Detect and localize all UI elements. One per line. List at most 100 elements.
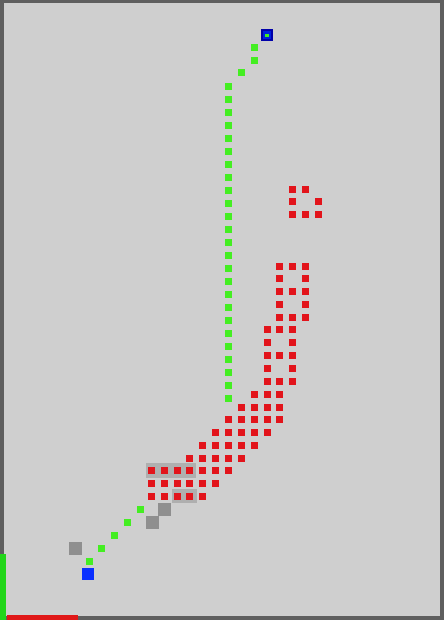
- path-tile: [238, 69, 245, 76]
- hazard-tile: [289, 186, 296, 193]
- hazard-tile: [264, 365, 271, 372]
- path-tile: [86, 558, 93, 565]
- hazard-tile: [264, 404, 271, 411]
- hazard-tile: [186, 480, 193, 487]
- hazard-tile: [148, 480, 155, 487]
- hazard-tile: [289, 352, 296, 359]
- hazard-tile: [174, 480, 181, 487]
- hazard-tile: [199, 467, 206, 474]
- hazard-tile: [238, 455, 245, 462]
- hazard-tile: [238, 416, 245, 423]
- path-tile: [225, 96, 232, 103]
- hazard-tile: [186, 493, 193, 500]
- goal-square: [261, 29, 273, 41]
- path-tile: [225, 187, 232, 194]
- hazard-tile: [276, 314, 283, 321]
- hazard-tile: [289, 339, 296, 346]
- path-tile: [225, 213, 232, 220]
- path-tile: [225, 395, 232, 402]
- hazard-tile: [289, 365, 296, 372]
- hazard-tile: [174, 467, 181, 474]
- hazard-tile: [161, 467, 168, 474]
- hazard-tile: [225, 442, 232, 449]
- path-tile: [225, 304, 232, 311]
- path-tile: [225, 148, 232, 155]
- hazard-tile: [276, 263, 283, 270]
- path-tile: [225, 239, 232, 246]
- hazard-tile: [315, 211, 322, 218]
- hazard-tile: [264, 378, 271, 385]
- hazard-tile: [289, 198, 296, 205]
- hazard-tile: [199, 480, 206, 487]
- goal-marker-icon: [265, 34, 269, 37]
- hazard-tile: [302, 211, 309, 218]
- hazard-tile: [276, 326, 283, 333]
- hazard-tile: [276, 288, 283, 295]
- hazard-tile: [264, 429, 271, 436]
- hazard-tile: [225, 455, 232, 462]
- path-tile: [225, 330, 232, 337]
- hazard-tile: [264, 339, 271, 346]
- hazard-tile: [212, 455, 219, 462]
- hazard-tile: [276, 391, 283, 398]
- hazard-tile: [174, 493, 181, 500]
- progress-bar: [7, 615, 78, 620]
- path-tile: [225, 252, 232, 259]
- hazard-tile: [212, 480, 219, 487]
- hazard-tile: [302, 301, 309, 308]
- hazard-tile: [276, 275, 283, 282]
- path-tile: [225, 356, 232, 363]
- path-tile: [225, 200, 232, 207]
- path-tile: [225, 109, 232, 116]
- hazard-tile: [302, 263, 309, 270]
- hazard-tile: [199, 442, 206, 449]
- hazard-tile: [148, 493, 155, 500]
- path-tile: [225, 382, 232, 389]
- path-tile: [225, 83, 232, 90]
- path-tile: [225, 265, 232, 272]
- path-tile: [251, 57, 258, 64]
- path-tile: [111, 532, 118, 539]
- hazard-tile: [199, 455, 206, 462]
- path-tile: [225, 226, 232, 233]
- hazard-tile: [264, 391, 271, 398]
- hazard-tile: [302, 314, 309, 321]
- hazard-tile: [276, 404, 283, 411]
- hazard-tile: [289, 288, 296, 295]
- path-tile: [225, 174, 232, 181]
- hazard-tile: [186, 455, 193, 462]
- hazard-tile: [264, 416, 271, 423]
- hazard-tile: [289, 211, 296, 218]
- path-tile: [124, 519, 131, 526]
- obstacle-block: [158, 503, 171, 516]
- path-tile: [225, 369, 232, 376]
- hazard-tile: [289, 326, 296, 333]
- hazard-tile: [251, 391, 258, 398]
- hazard-tile: [276, 416, 283, 423]
- hazard-tile: [276, 352, 283, 359]
- hazard-tile: [302, 186, 309, 193]
- hazard-tile: [276, 301, 283, 308]
- obstacle-block: [69, 542, 82, 555]
- path-tile: [225, 317, 232, 324]
- hazard-tile: [264, 352, 271, 359]
- hazard-tile: [302, 275, 309, 282]
- path-tile: [251, 44, 258, 51]
- game-board[interactable]: [4, 3, 440, 616]
- hazard-tile: [264, 326, 271, 333]
- hazard-tile: [186, 467, 193, 474]
- hazard-tile: [212, 442, 219, 449]
- health-bar: [0, 554, 6, 620]
- hazard-tile: [289, 378, 296, 385]
- hazard-tile: [225, 429, 232, 436]
- path-tile: [137, 506, 144, 513]
- hazard-tile: [238, 429, 245, 436]
- path-tile: [98, 545, 105, 552]
- hazard-tile: [251, 442, 258, 449]
- hazard-tile: [238, 442, 245, 449]
- hazard-tile: [302, 288, 309, 295]
- hazard-tile: [276, 378, 283, 385]
- hazard-tile: [212, 429, 219, 436]
- player-square: [82, 568, 94, 580]
